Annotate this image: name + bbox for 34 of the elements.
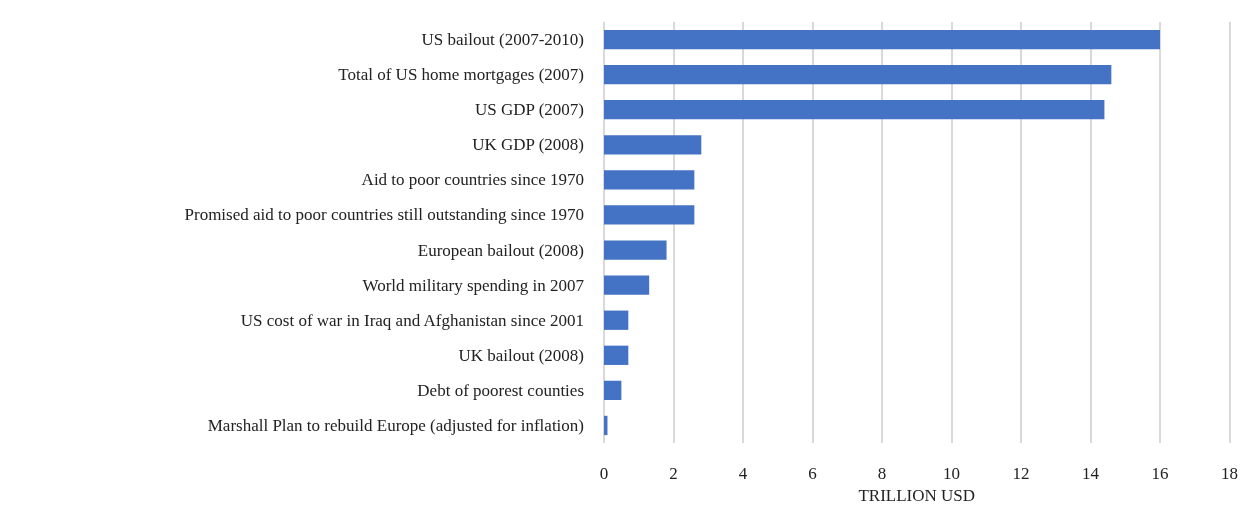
x-tick-label: 4 [738, 464, 748, 483]
y-tick-label: UK bailout (2008) [458, 345, 584, 365]
y-tick-label: World military spending in 2007 [362, 275, 585, 295]
x-tick-label: 18 [1221, 464, 1238, 483]
y-tick-label: Total of US home mortgages (2007) [338, 65, 584, 85]
bar [604, 205, 695, 225]
bar [604, 380, 622, 401]
x-tick-label: 14 [1082, 464, 1100, 483]
x-axis-title: TRILLION USD [858, 485, 976, 505]
y-tick-label: US cost of war in Iraq and Afghanistan since 2001 [240, 310, 584, 330]
bar [604, 64, 1112, 85]
y-tick-label: US bailout (2007-2010) [421, 30, 584, 50]
bar [604, 275, 650, 295]
y-tick-label: Promised aid to poor countries still outstanding since 1970 [184, 205, 584, 225]
bar [604, 240, 667, 260]
y-tick-label: Debt of poorest counties [417, 380, 584, 400]
x-tick-label: 16 [1151, 464, 1169, 483]
bar [604, 29, 1160, 50]
y-tick-label: Marshall Plan to rebuild Europe (adjusted for inflation) [207, 415, 584, 435]
bar [604, 345, 629, 365]
y-tick-label: US GDP (2007) [475, 100, 584, 120]
x-tick-label: 10 [943, 464, 960, 483]
x-tick-label: 2 [669, 464, 678, 483]
bar [604, 100, 1105, 120]
bar [604, 310, 629, 330]
x-tick-label: 0 [599, 464, 609, 483]
y-tick-label: European bailout (2008) [417, 240, 584, 260]
bar [604, 135, 702, 155]
y-tick-label: UK GDP (2008) [472, 135, 584, 155]
x-tick-label: 8 [877, 464, 887, 483]
x-tick-label: 12 [1012, 464, 1030, 483]
y-tick-label: Aid to poor countries since 1970 [361, 170, 584, 190]
x-tick-label: 6 [808, 464, 817, 483]
bar [604, 170, 695, 190]
